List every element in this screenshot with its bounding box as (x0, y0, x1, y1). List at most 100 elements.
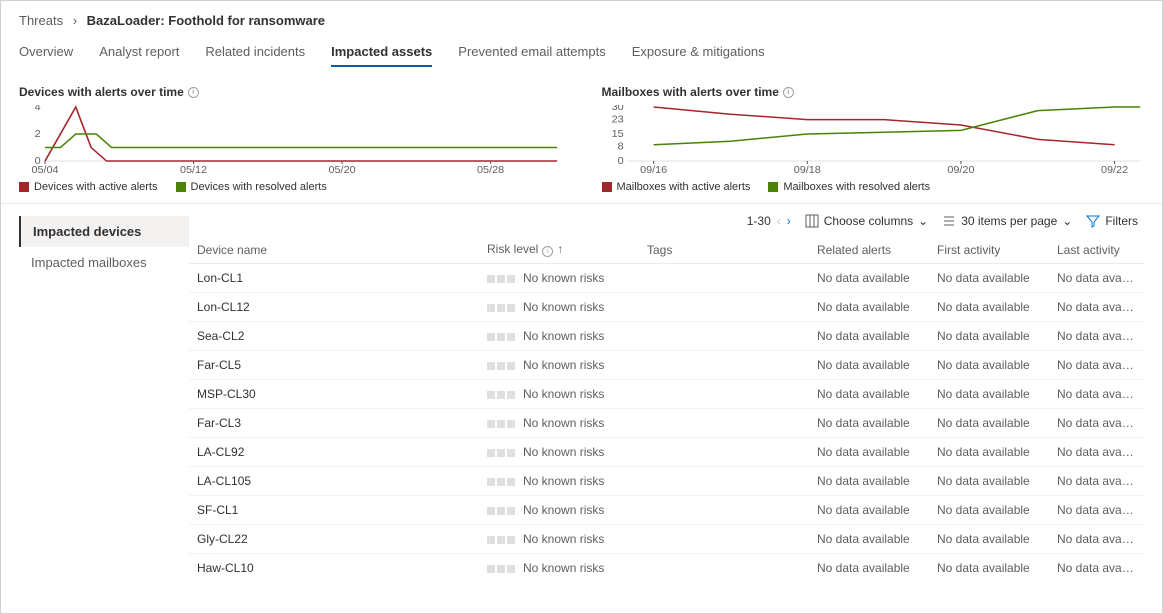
column-header[interactable]: First activity (929, 236, 1049, 264)
tab-prevented-email-attempts[interactable]: Prevented email attempts (458, 42, 605, 67)
cell-last-activity: No data available (1049, 293, 1144, 322)
sub-tab-impacted-devices[interactable]: Impacted devices (19, 216, 189, 247)
tab-overview[interactable]: Overview (19, 42, 73, 67)
table-row[interactable]: Far-CL3No known risksNo data availableNo… (189, 409, 1144, 438)
cell-last-activity: No data available (1049, 554, 1144, 575)
risk-bars-icon (487, 275, 515, 283)
choose-columns-button[interactable]: Choose columns ⌄ (805, 214, 928, 228)
column-header[interactable]: Device name (189, 236, 479, 264)
svg-text:30: 30 (611, 105, 623, 113)
svg-text:09/20: 09/20 (947, 165, 974, 175)
legend-label: Mailboxes with active alerts (617, 181, 751, 193)
risk-bars-icon (487, 362, 515, 370)
chart-mailboxes: Mailboxes with alerts over time i 081523… (602, 85, 1145, 193)
svg-text:8: 8 (617, 142, 623, 153)
risk-bars-icon (487, 449, 515, 457)
sub-tabs: Impacted devicesImpacted mailboxes (19, 204, 189, 574)
table-row[interactable]: Haw-CL10No known risksNo data availableN… (189, 554, 1144, 575)
info-icon[interactable]: i (783, 87, 794, 98)
table-row[interactable]: Lon-CL1No known risksNo data availableNo… (189, 264, 1144, 293)
table-row[interactable]: MSP-CL30No known risksNo data availableN… (189, 380, 1144, 409)
cell-risk-level: No known risks (479, 264, 639, 293)
chart-body: 02405/0405/1205/2005/28 (19, 105, 562, 175)
svg-text:09/18: 09/18 (793, 165, 820, 175)
cell-device-name: Gly-CL22 (189, 525, 479, 554)
legend-item: Devices with active alerts (19, 181, 158, 193)
svg-text:15: 15 (611, 129, 623, 140)
cell-risk-level: No known risks (479, 496, 639, 525)
cell-risk-level: No known risks (479, 409, 639, 438)
table-row[interactable]: Lon-CL12No known risksNo data availableN… (189, 293, 1144, 322)
risk-bars-icon (487, 304, 515, 312)
table-row[interactable]: LA-CL105No known risksNo data availableN… (189, 467, 1144, 496)
cell-tags (639, 380, 809, 409)
cell-related-alerts: No data available (809, 467, 929, 496)
legend-label: Mailboxes with resolved alerts (783, 181, 930, 193)
cell-related-alerts: No data available (809, 380, 929, 409)
cell-last-activity: No data available (1049, 438, 1144, 467)
tab-related-incidents[interactable]: Related incidents (205, 42, 305, 67)
svg-text:23: 23 (611, 115, 623, 126)
table-row[interactable]: Gly-CL22No known risksNo data availableN… (189, 525, 1144, 554)
table-area: 1-30 ‹ › Choose columns ⌄ 30 items per p… (189, 204, 1144, 574)
legend-swatch (602, 182, 612, 192)
cell-first-activity: No data available (929, 438, 1049, 467)
lower-panel: Impacted devicesImpacted mailboxes 1-30 … (19, 204, 1144, 574)
charts-row: Devices with alerts over time i 02405/04… (19, 85, 1144, 193)
cell-device-name: SF-CL1 (189, 496, 479, 525)
table-toolbar: 1-30 ‹ › Choose columns ⌄ 30 items per p… (189, 214, 1144, 228)
cell-risk-level: No known risks (479, 293, 639, 322)
svg-text:4: 4 (35, 105, 41, 113)
items-per-page-button[interactable]: 30 items per page ⌄ (942, 214, 1072, 228)
cell-related-alerts: No data available (809, 438, 929, 467)
chevron-right-icon: › (73, 13, 77, 28)
chart-legend: Mailboxes with active alerts Mailboxes wi… (602, 181, 1145, 193)
breadcrumb-parent[interactable]: Threats (19, 13, 63, 28)
table-row[interactable]: SF-CL1No known risksNo data availableNo … (189, 496, 1144, 525)
table-row[interactable]: Sea-CL2No known risksNo data availableNo… (189, 322, 1144, 351)
cell-last-activity: No data available (1049, 467, 1144, 496)
filters-label: Filters (1105, 214, 1138, 228)
cell-related-alerts: No data available (809, 322, 929, 351)
cell-first-activity: No data available (929, 525, 1049, 554)
tab-exposure-mitigations[interactable]: Exposure & mitigations (632, 42, 765, 67)
cell-tags (639, 322, 809, 351)
cell-related-alerts: No data available (809, 293, 929, 322)
cell-tags (639, 351, 809, 380)
legend-label: Devices with active alerts (34, 181, 158, 193)
cell-first-activity: No data available (929, 322, 1049, 351)
cell-risk-level: No known risks (479, 467, 639, 496)
column-header[interactable]: Last activity (1049, 236, 1144, 264)
cell-first-activity: No data available (929, 293, 1049, 322)
cell-risk-level: No known risks (479, 438, 639, 467)
info-icon[interactable]: i (188, 87, 199, 98)
list-icon (942, 214, 956, 228)
legend-swatch (768, 182, 778, 192)
cell-related-alerts: No data available (809, 409, 929, 438)
table-row[interactable]: LA-CL92No known risksNo data availableNo… (189, 438, 1144, 467)
table-scroll[interactable]: Lon-CL1No known risksNo data availableNo… (189, 264, 1144, 574)
chevron-down-icon: ⌄ (918, 214, 928, 228)
tab-impacted-assets[interactable]: Impacted assets (331, 42, 432, 67)
column-header[interactable]: Risk leveli↑ (479, 236, 639, 264)
filters-button[interactable]: Filters (1086, 214, 1138, 228)
sort-asc-icon: ↑ (557, 242, 563, 256)
cell-risk-level: No known risks (479, 525, 639, 554)
chart-title-text: Mailboxes with alerts over time (602, 85, 779, 99)
table-row[interactable]: Far-CL5No known risksNo data availableNo… (189, 351, 1144, 380)
info-icon[interactable]: i (542, 246, 553, 257)
cell-first-activity: No data available (929, 351, 1049, 380)
pager-next[interactable]: › (787, 214, 791, 228)
cell-last-activity: No data available (1049, 380, 1144, 409)
cell-tags (639, 438, 809, 467)
svg-text:2: 2 (35, 129, 41, 140)
column-header[interactable]: Tags (639, 236, 809, 264)
tab-analyst-report[interactable]: Analyst report (99, 42, 179, 67)
cell-first-activity: No data available (929, 496, 1049, 525)
sub-tab-impacted-mailboxes[interactable]: Impacted mailboxes (19, 247, 189, 278)
pager-prev[interactable]: ‹ (777, 214, 781, 228)
pager-range: 1-30 (747, 214, 771, 228)
cell-last-activity: No data available (1049, 351, 1144, 380)
cell-device-name: MSP-CL30 (189, 380, 479, 409)
column-header[interactable]: Related alerts (809, 236, 929, 264)
